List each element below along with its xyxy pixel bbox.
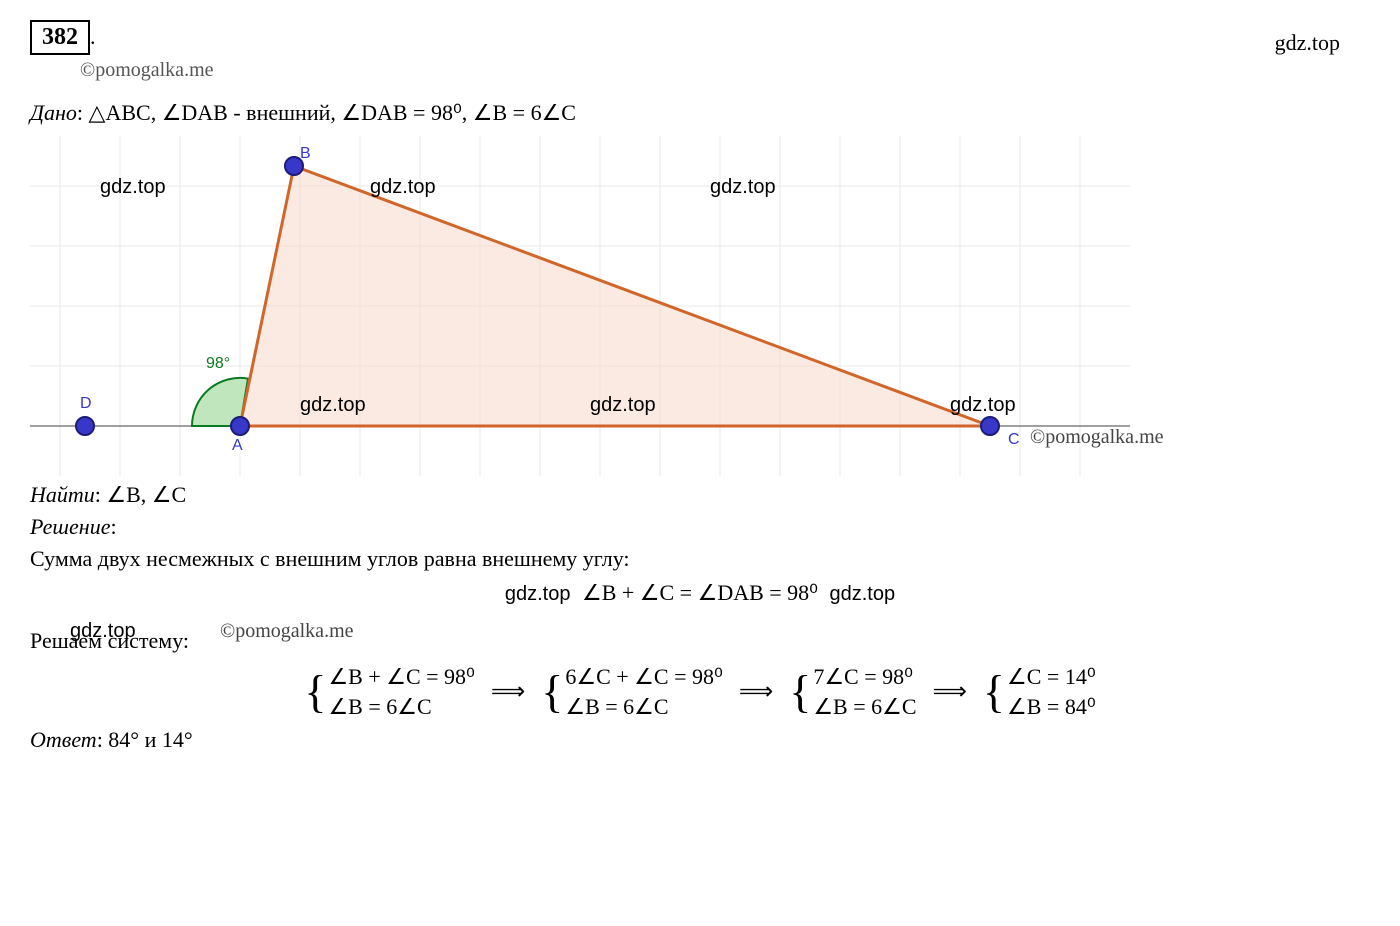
arrow-icon: ⟹ [491, 677, 525, 706]
copyright-top: ©pomogalka.me [80, 59, 1370, 82]
system-4: { ∠C = 14⁰ ∠B = 84⁰ [983, 662, 1096, 721]
watermark-top-right: gdz.top [1275, 30, 1340, 56]
brace-icon: { [983, 669, 1005, 715]
system-1: { ∠B + ∠C = 98⁰ ∠B = 6∠C [304, 662, 475, 721]
find-line: Найти: ∠B, ∠C [30, 482, 1370, 508]
brace-icon: { [541, 669, 563, 715]
period: . [90, 24, 96, 49]
given-line: Дано: △ABC, ∠DAB - внешний, ∠DAB = 98⁰, … [30, 100, 1370, 126]
bottom-wm-left: gdz.top [70, 620, 136, 643]
given-content: : △ABC, ∠DAB - внешний, ∠DAB = 98⁰, ∠B =… [77, 100, 576, 125]
brace-icon: { [304, 669, 326, 715]
arrow-icon: ⟹ [933, 677, 967, 706]
diagram-watermark: gdz.top [950, 394, 1016, 417]
answer-label: Ответ [30, 727, 97, 752]
geometry-diagram: 98° A B C D gdz.top gdz.top gdz.top gdz.… [30, 136, 1130, 476]
bottom-copy: ©pomogalka.me [220, 620, 354, 643]
label-d: D [80, 395, 92, 412]
solution-text-1: Сумма двух несмежных с внешним углов рав… [30, 546, 1370, 572]
diagram-watermark: gdz.top [710, 176, 776, 199]
equation-centered: gdz.top ∠B + ∠C = ∠DAB = 98⁰ gdz.top gdz… [30, 580, 1370, 606]
sys4-line1: ∠C = 14⁰ [1007, 662, 1096, 692]
sys1-line1: ∠B + ∠C = 98⁰ [328, 662, 474, 692]
header-row: 382. gdz.top [30, 20, 1370, 59]
answer-line: Ответ: 84° и 14° [30, 727, 1370, 753]
arrow-icon: ⟹ [739, 677, 773, 706]
sys3-line1: 7∠C = 98⁰ [813, 662, 916, 692]
system-chain: { ∠B + ∠C = 98⁰ ∠B = 6∠C ⟹ { 6∠C + ∠C = … [30, 662, 1370, 721]
sys1-line2: ∠B = 6∠C [328, 692, 474, 722]
label-c: C [1008, 431, 1020, 448]
system-3: { 7∠C = 98⁰ ∠B = 6∠C [789, 662, 916, 721]
diagram-watermark: gdz.top [300, 394, 366, 417]
eq-wm-left: gdz.top [505, 583, 571, 605]
diagram-watermark: gdz.top [370, 176, 436, 199]
problem-number: 382 [30, 20, 90, 55]
sys4-line2: ∠B = 84⁰ [1007, 692, 1096, 722]
find-content: : ∠B, ∠C [95, 482, 186, 507]
diagram-watermark: gdz.top [590, 394, 656, 417]
brace-icon: { [789, 669, 811, 715]
solution-label: Решение: [30, 514, 1370, 540]
sys3-line2: ∠B = 6∠C [813, 692, 916, 722]
point-a [231, 417, 249, 435]
angle-label: 98° [206, 355, 230, 372]
find-label: Найти [30, 482, 95, 507]
label-b: B [300, 145, 311, 162]
answer-content: : 84° и 14° [97, 727, 193, 752]
diagram-svg: 98° A B C D [30, 136, 1130, 476]
sys2-line1: 6∠C + ∠C = 98⁰ [565, 662, 722, 692]
point-c [981, 417, 999, 435]
system-2: { 6∠C + ∠C = 98⁰ ∠B = 6∠C [541, 662, 723, 721]
sys2-line2: ∠B = 6∠C [565, 692, 722, 722]
solution-label-text: Решение [30, 514, 110, 539]
point-d [76, 417, 94, 435]
label-a: A [232, 437, 243, 454]
eq-wm-right: gdz.top [830, 583, 896, 605]
diagram-watermark: gdz.top [100, 176, 166, 199]
diagram-copyright: ©pomogalka.me [1030, 426, 1164, 449]
eq-center: ∠B + ∠C = ∠DAB = 98⁰ [582, 580, 818, 605]
given-label: Дано [30, 100, 77, 125]
solution-colon: : [110, 514, 116, 539]
